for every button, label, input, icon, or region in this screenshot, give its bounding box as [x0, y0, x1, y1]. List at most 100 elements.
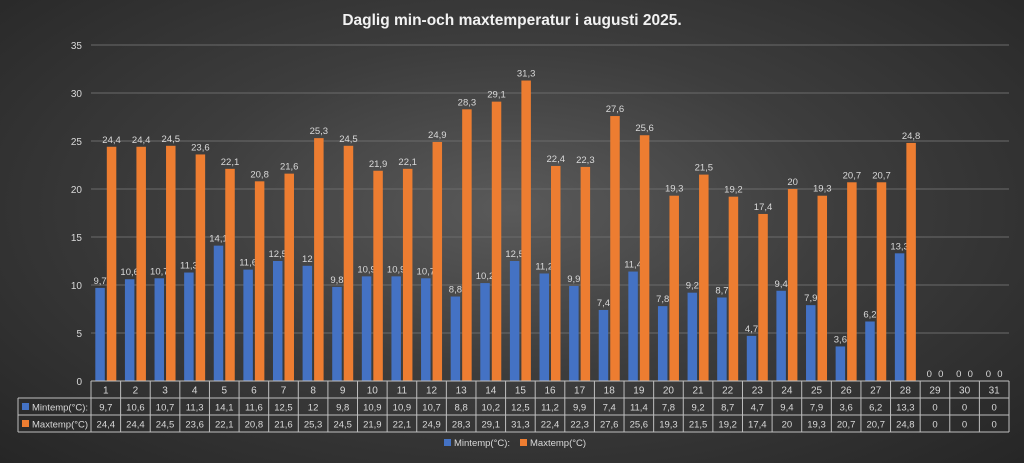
min-temp-bar	[243, 269, 253, 381]
x-category-label: 5	[221, 386, 227, 397]
min-temp-data-label: 9,7	[93, 276, 106, 287]
min-temp-data-label: 10,9	[387, 264, 406, 275]
max-temp-bar	[728, 196, 739, 381]
min-temp-bar	[776, 290, 786, 381]
x-category-label: 25	[811, 386, 823, 397]
x-category-label: 6	[251, 386, 257, 397]
data-table-cell: 19,3	[659, 420, 678, 431]
min-temp-bar	[569, 285, 579, 381]
min-temp-data-label: 9,8	[330, 275, 343, 286]
data-table-cell: 20,7	[837, 420, 856, 431]
data-table-cell: 9,7	[99, 403, 112, 414]
data-table-cell: 25,6	[630, 420, 649, 431]
max-temp-data-label: 24,4	[132, 135, 151, 146]
data-table-series-name: Mintemp(°C):	[32, 403, 88, 414]
legend-key-max-temp	[520, 439, 527, 446]
min-temp-bar	[806, 305, 816, 381]
min-temp-bar	[95, 287, 105, 381]
data-table-cell: 6,2	[869, 403, 882, 414]
max-temp-data-label: 22,1	[398, 157, 417, 168]
max-temp-bar	[343, 145, 354, 381]
max-temp-data-label: 22,3	[576, 155, 595, 166]
max-temp-data-label: 20,7	[872, 170, 891, 181]
min-temp-bar	[184, 272, 194, 381]
max-temp-bar	[699, 174, 709, 381]
min-temp-data-label: 11,2	[535, 261, 553, 272]
min-temp-bar	[835, 346, 846, 381]
min-temp-data-label: 10,6	[120, 267, 139, 278]
data-table-cell: 21,5	[689, 420, 708, 431]
data-table-cell: 11,3	[186, 403, 204, 414]
data-table-cell: 24,4	[126, 420, 145, 431]
min-temp-data-label: 12,5	[505, 249, 524, 260]
min-temp-bar	[124, 279, 135, 381]
max-temp-bar	[669, 195, 679, 381]
max-temp-data-label: 17,4	[754, 202, 773, 213]
max-temp-bar	[847, 182, 857, 381]
data-table-cell: 0	[932, 403, 937, 414]
min-temp-bar	[332, 286, 342, 381]
min-temp-bar	[657, 306, 668, 381]
data-table-cell: 10,7	[422, 403, 441, 414]
min-temp-bar	[450, 296, 461, 381]
max-temp-data-label: 28,3	[458, 97, 477, 108]
max-temp-data-label: 19,3	[665, 184, 684, 195]
min-temp-data-label: 6,2	[863, 309, 876, 320]
min-temp-data-label: 11,3	[180, 261, 198, 272]
max-temp-bar	[758, 213, 768, 381]
max-temp-bar	[491, 101, 502, 381]
min-temp-data-label: 4,7	[745, 324, 758, 335]
data-table-cell: 9,4	[780, 403, 793, 414]
max-temp-data-label: 0	[968, 369, 973, 380]
max-temp-bar	[580, 166, 591, 381]
data-table-cell: 11,6	[245, 403, 263, 414]
x-category-label: 21	[693, 386, 705, 397]
y-tick-label: 20	[71, 185, 83, 196]
data-table-cell: 22,3	[570, 420, 589, 431]
max-temp-bar	[817, 195, 828, 381]
min-temp-data-label: 8,8	[449, 285, 462, 296]
x-category-label: 16	[544, 386, 556, 397]
data-table-cell: 9,8	[336, 403, 349, 414]
min-temp-bar	[421, 278, 431, 381]
min-temp-data-label: 12,5	[268, 249, 287, 260]
data-table-cell: 12,5	[274, 403, 293, 414]
max-temp-data-label: 24,4	[102, 135, 121, 146]
data-table-cell: 10,9	[363, 403, 382, 414]
max-temp-data-label: 25,3	[310, 126, 329, 137]
data-table-cell: 29,1	[482, 420, 501, 431]
x-category-label: 1	[103, 386, 109, 397]
x-category-label: 13	[456, 386, 468, 397]
min-temp-data-label: 9,9	[567, 274, 580, 285]
max-temp-bar	[314, 138, 324, 381]
data-table-cell: 24,4	[97, 420, 116, 431]
data-table-cell: 24,9	[422, 420, 441, 431]
y-tick-label: 10	[71, 281, 83, 292]
max-temp-bar	[610, 116, 620, 381]
max-temp-data-label: 25,6	[635, 123, 654, 134]
min-temp-data-label: 7,9	[804, 293, 817, 304]
min-temp-data-label: 0	[986, 369, 991, 380]
max-temp-data-label: 0	[997, 369, 1002, 380]
min-temp-data-label: 12	[302, 254, 313, 265]
max-temp-data-label: 29,1	[487, 90, 506, 101]
x-category-label: 31	[989, 386, 1001, 397]
x-category-label: 15	[515, 386, 527, 397]
max-temp-bar	[136, 146, 146, 381]
max-temp-data-label: 21,6	[280, 162, 299, 173]
chart-title: Daglig min-och maxtemperatur i augusti 2…	[342, 12, 681, 29]
data-table-cell: 12,5	[511, 403, 530, 414]
data-table-cell: 9,2	[691, 403, 704, 414]
min-temp-data-label: 14,1	[209, 234, 228, 245]
max-temp-data-label: 21,5	[695, 163, 714, 174]
min-temp-data-label: 9,2	[686, 281, 699, 292]
min-temp-bar	[746, 335, 757, 381]
max-temp-data-label: 22,1	[221, 157, 240, 168]
max-temp-bar	[402, 168, 413, 381]
data-table-cell: 19,3	[807, 420, 826, 431]
legend-label-max-temp: Maxtemp(°C)	[530, 438, 586, 449]
legend-label-min-temp: Mintemp(°C):	[454, 438, 510, 449]
max-temp-bar	[106, 146, 117, 381]
data-table-cell: 10,2	[482, 403, 501, 414]
